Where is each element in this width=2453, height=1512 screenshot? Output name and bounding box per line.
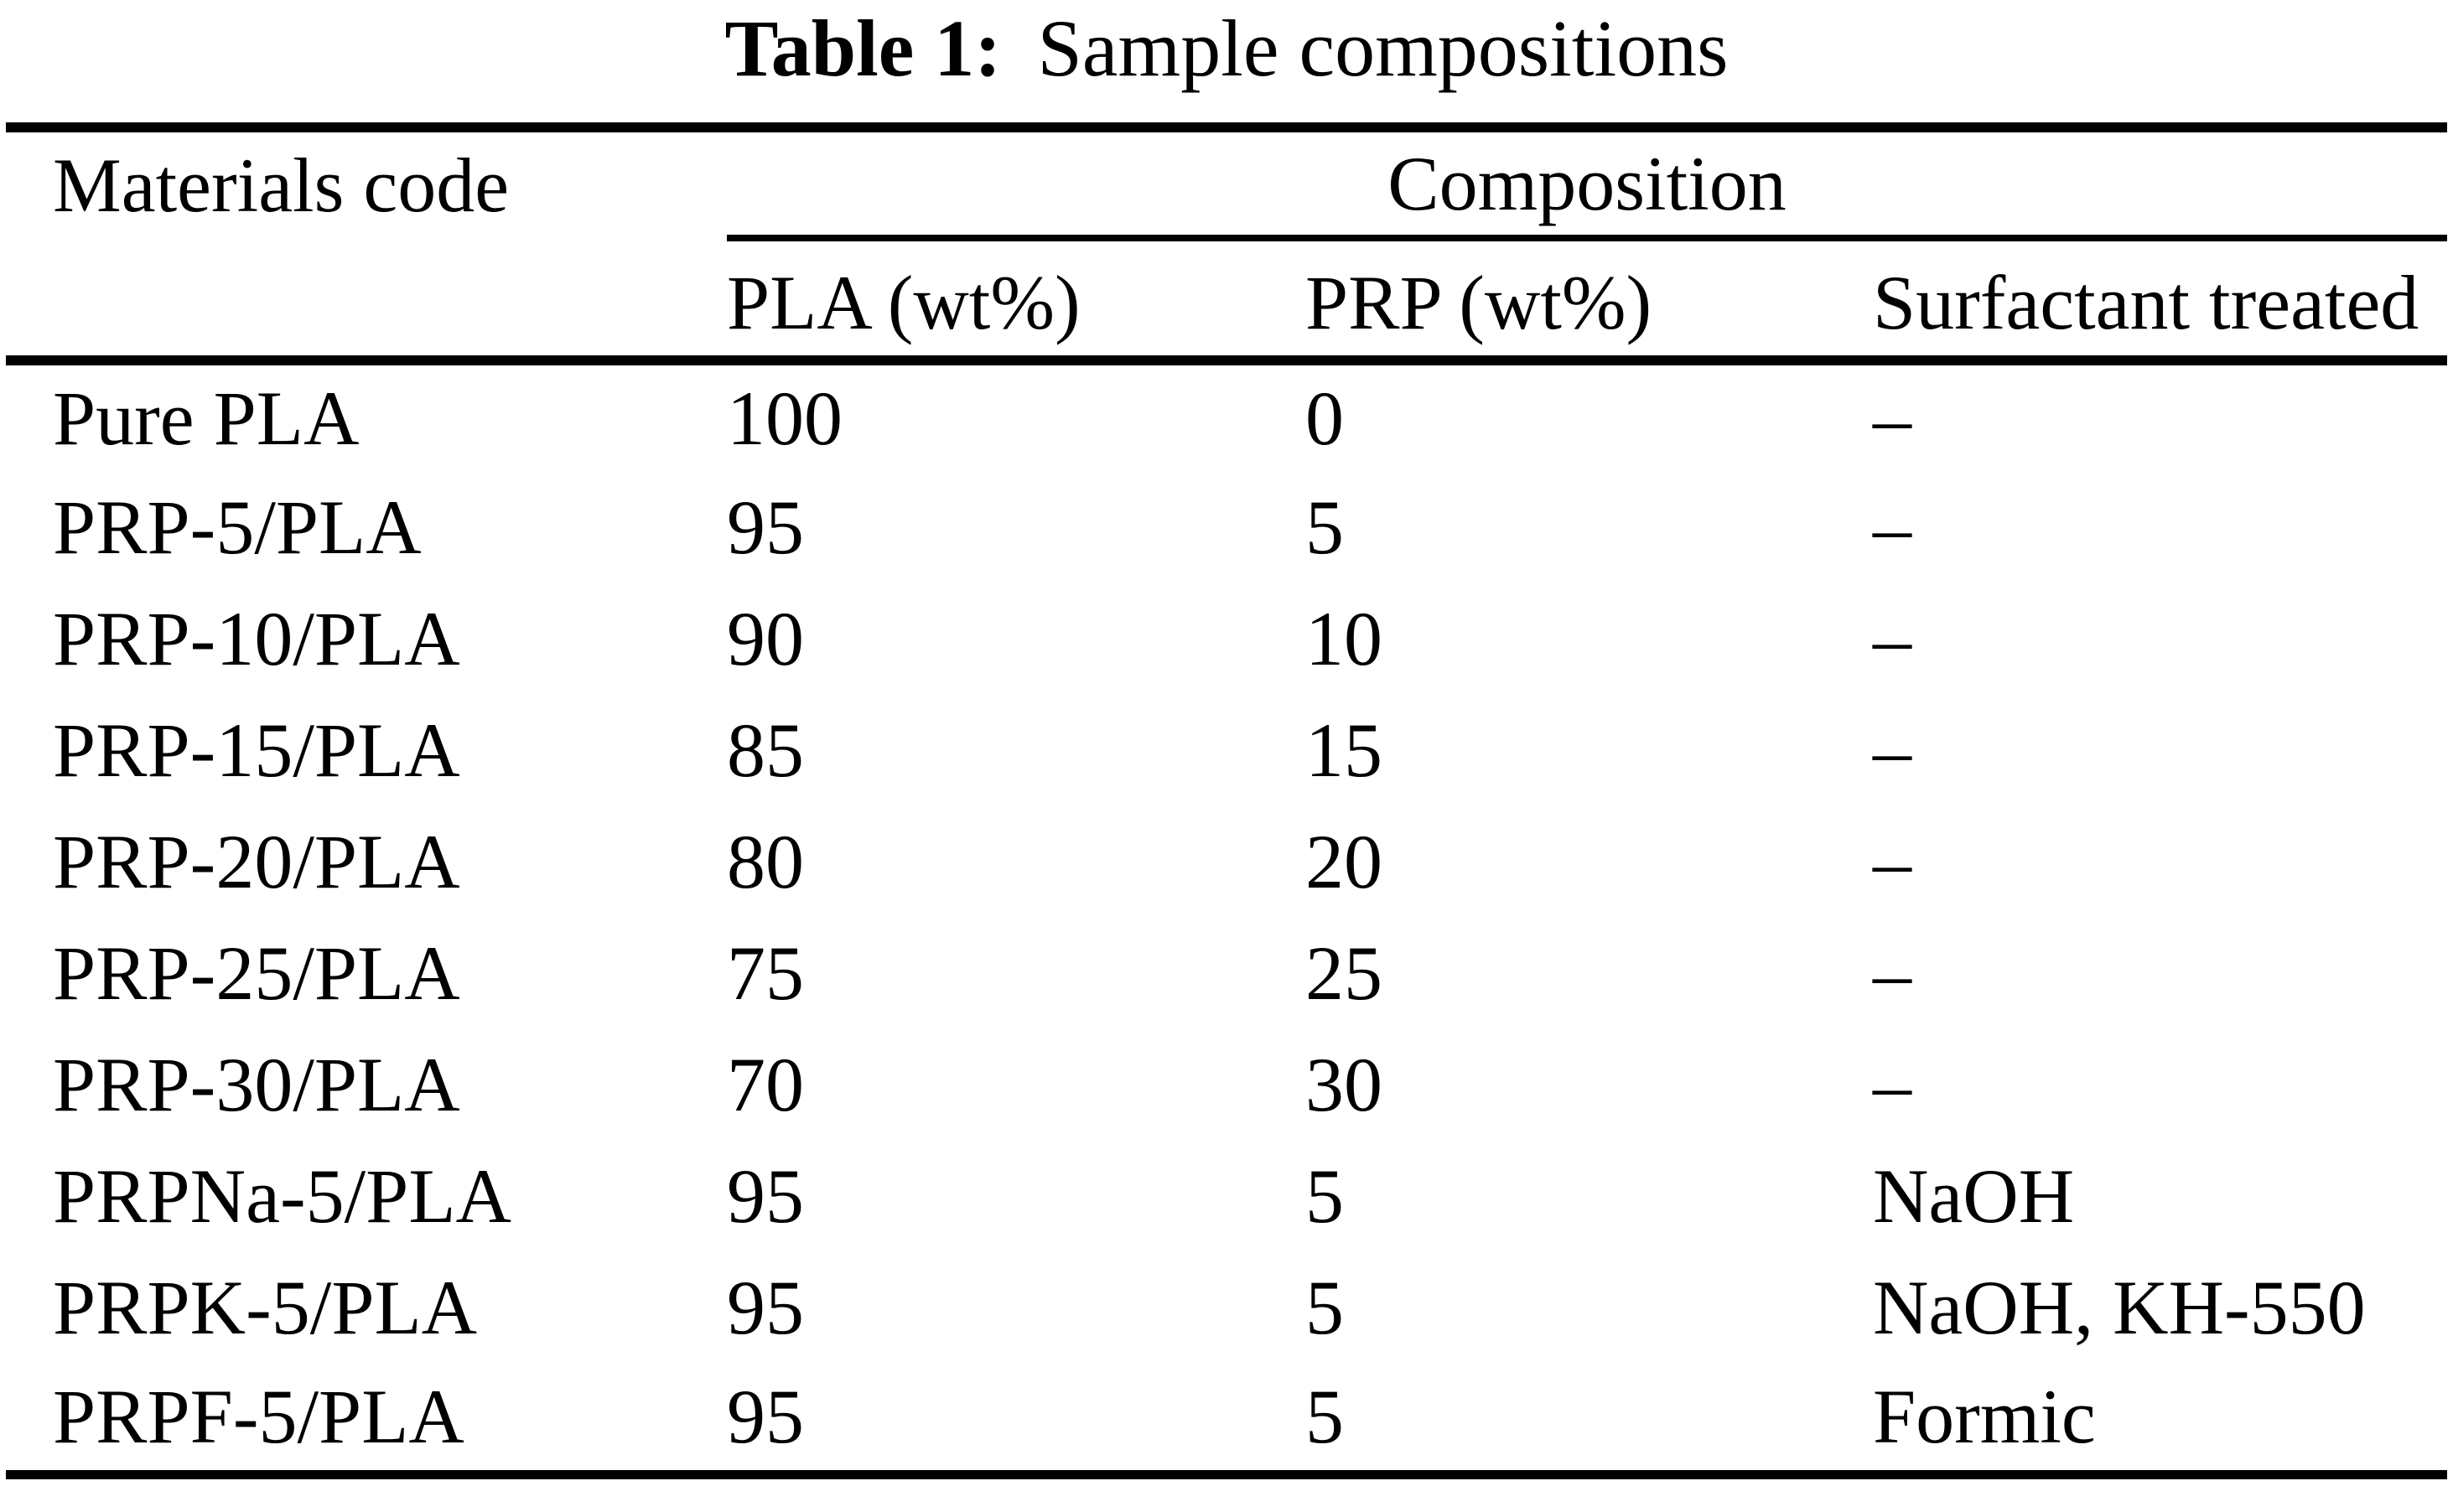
cell-code: Pure PLA <box>52 375 360 462</box>
cell-code: PRP-20/PLA <box>52 819 460 905</box>
header-composition-group: Composition <box>726 127 2447 241</box>
table-title: Table 1: Sample compositions <box>0 0 2453 94</box>
header-empty-cell <box>5 237 727 365</box>
table-row: PRPK-5/PLA 95 5 NaOH, KH-550 <box>6 1252 2447 1364</box>
cell-pla: 80 <box>726 819 804 905</box>
sample-compositions-table: Materials code Composition PLA (wt%) PRP… <box>5 122 2447 1480</box>
cell-prp: 5 <box>1304 1153 1344 1240</box>
cell-prp: 0 <box>1304 375 1344 462</box>
cell-pla: 75 <box>726 930 804 1017</box>
cell-surfactant: – <box>1872 707 1911 794</box>
cell-surfactant: – <box>1872 596 1911 682</box>
table-row: Pure PLA 100 0 – <box>6 360 2447 472</box>
table-title-text: Sample compositions <box>1037 3 1729 93</box>
cell-surfactant: – <box>1872 1042 1911 1128</box>
header-row-columns: PLA (wt%) PRP (wt%) Surfactant treated <box>5 237 2447 365</box>
cell-pla: 95 <box>726 484 804 571</box>
cell-prp: 20 <box>1304 819 1382 905</box>
table-body: Pure PLA 100 0 – PRP-5/PLA 95 5 – PRP-10… <box>6 360 2447 1475</box>
cell-pla: 70 <box>726 1042 804 1128</box>
cell-code: PRPF-5/PLA <box>52 1374 464 1460</box>
table-row: PRP-15/PLA 85 15 – <box>6 695 2447 806</box>
table-row: PRP-10/PLA 90 10 – <box>6 583 2447 695</box>
cell-code: PRP-10/PLA <box>52 596 460 682</box>
cell-code: PRP-30/PLA <box>52 1042 460 1128</box>
header-surfactant-treated: Surfactant treated <box>1872 237 2447 365</box>
cell-prp: 30 <box>1304 1042 1382 1128</box>
table-row: PRPF-5/PLA 95 5 Formic <box>6 1364 2447 1475</box>
cell-pla: 95 <box>726 1265 804 1351</box>
table-row: PRP-30/PLA 70 30 – <box>6 1029 2447 1141</box>
cell-prp: 15 <box>1304 707 1382 794</box>
cell-code: PRP-15/PLA <box>52 707 460 794</box>
cell-surfactant: – <box>1872 930 1911 1017</box>
cell-pla: 95 <box>726 1153 804 1240</box>
table-title-label: Table 1: <box>724 3 1002 93</box>
cell-code: PRPNa-5/PLA <box>52 1153 511 1240</box>
cell-surfactant: – <box>1872 819 1911 905</box>
cell-prp: 5 <box>1304 1374 1344 1460</box>
cell-pla: 90 <box>726 596 804 682</box>
table-row: PRP-5/PLA 95 5 – <box>6 472 2447 583</box>
header-materials-code: Materials code <box>52 142 510 228</box>
cell-surfactant: NaOH <box>1872 1153 2075 1240</box>
table-row: PRP-20/PLA 80 20 – <box>6 806 2447 918</box>
cell-pla: 95 <box>726 1374 804 1460</box>
cell-surfactant: – <box>1872 484 1911 571</box>
cell-surfactant: – <box>1872 375 1911 462</box>
cell-prp: 5 <box>1304 484 1344 571</box>
cell-code: PRP-25/PLA <box>52 930 460 1017</box>
cell-prp: 5 <box>1304 1265 1344 1351</box>
header-prp-wt: PRP (wt%) <box>1304 237 1873 365</box>
table-row: PRPNa-5/PLA 95 5 NaOH <box>6 1141 2447 1252</box>
header-row-group: Materials code Composition <box>6 127 2447 241</box>
header-pla-wt: PLA (wt%) <box>726 237 1305 365</box>
cell-code: PRPK-5/PLA <box>52 1265 478 1351</box>
cell-prp: 25 <box>1304 930 1382 1017</box>
cell-pla: 85 <box>726 707 804 794</box>
cell-surfactant: NaOH, KH-550 <box>1872 1265 2366 1351</box>
table-row: PRP-25/PLA 75 25 – <box>6 918 2447 1029</box>
table-header: Materials code Composition PLA (wt%) PRP… <box>5 127 2447 365</box>
cell-pla: 100 <box>726 375 843 462</box>
cell-code: PRP-5/PLA <box>52 484 422 571</box>
cell-surfactant: Formic <box>1872 1374 2096 1460</box>
cell-prp: 10 <box>1304 596 1382 682</box>
